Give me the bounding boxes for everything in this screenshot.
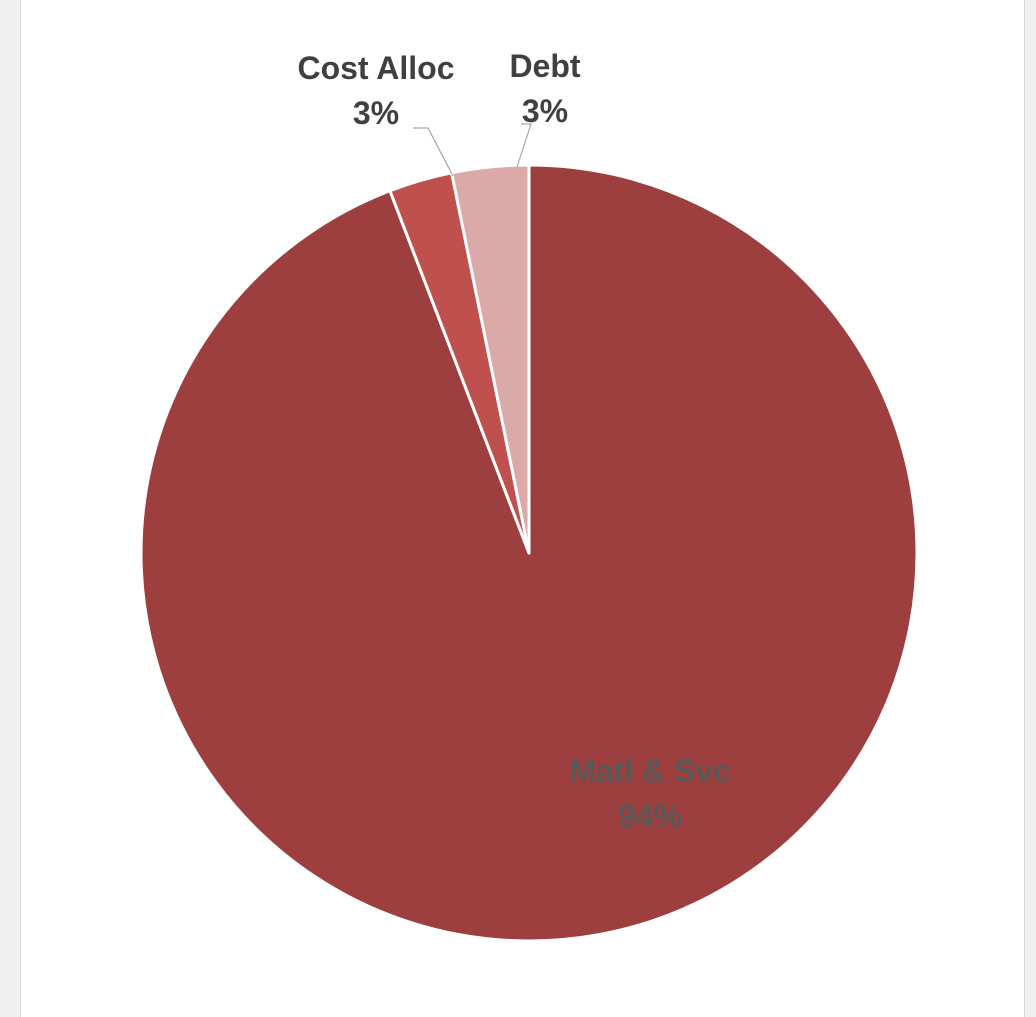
data-label-matl-svc: Matl & Svc 94% [569, 753, 731, 834]
data-label-value: 94% [618, 798, 682, 834]
data-label-cost-alloc: Cost Alloc 3% [297, 50, 454, 131]
data-label-name: Matl & Svc [569, 753, 731, 789]
leader-line-cost-alloc [413, 127, 454, 177]
data-label-debt: Debt 3% [509, 48, 580, 129]
data-label-name: Debt [509, 48, 580, 84]
data-label-value: 3% [522, 93, 568, 129]
data-label-name: Cost Alloc [297, 50, 454, 86]
pie-slices [139, 163, 919, 943]
chart-frame: Matl & Svc 94% Cost Alloc 3% Debt 3% [20, 0, 1025, 1017]
pie-chart: Matl & Svc 94% Cost Alloc 3% Debt 3% [139, 48, 919, 943]
leader-line-debt [516, 123, 532, 168]
data-label-value: 3% [353, 95, 399, 131]
leader-lines [413, 123, 532, 177]
